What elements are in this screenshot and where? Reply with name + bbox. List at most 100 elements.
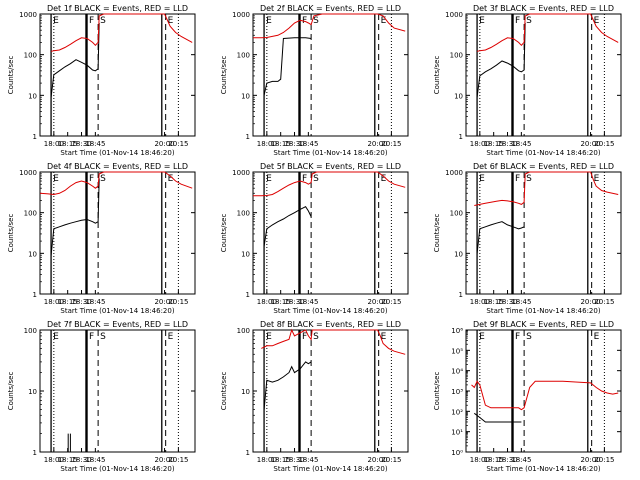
marker-label: F [302,332,307,342]
chart-panel-5: Det 5f BLACK = Events, RED = LLD 1 10 100 10… [220,162,409,315]
x-tick-label: 20:00 [154,140,174,148]
plot-frame [465,329,622,453]
marker-label: E [266,332,272,342]
y-tick-label: 1 [33,133,37,141]
marker-label: E [479,174,485,184]
y-axis-label: Counts/sec [433,372,441,411]
chart-title: Det 7f BLACK = Events, RED = LLD [47,320,188,329]
y-tick-label: 10⁶ [451,327,463,335]
marker-label: S [526,332,532,342]
x-axis-label: Start Time (01-Nov-14 18:46:20) [486,307,600,315]
series-lld-line [476,13,619,52]
x-axis-label: Start Time (01-Nov-14 18:46:20) [60,307,174,315]
marker-label: E [479,332,485,342]
chart-title: Det 3f BLACK = Events, RED = LLD [473,4,614,13]
marker-label: E [168,16,174,26]
marker-label: E [381,174,387,184]
x-tick-label: 18:00 [470,456,490,464]
x-tick-label: 20:15 [594,298,614,306]
marker-label: F [89,174,94,184]
x-tick-label: 18:30 [284,298,304,306]
chart-panel-7: Det 7f BLACK = Events, RED = LLD 1 10 100 18… [7,320,196,473]
x-tick-label: 18:00 [470,298,490,306]
x-tick-label: 20:00 [367,140,387,148]
plot-frame [39,13,196,137]
x-tick-label: 18:30 [71,140,91,148]
y-axis-label: Counts/sec [7,214,15,253]
y-tick-label: 1 [459,133,463,141]
x-tick-label: 20:00 [154,298,174,306]
x-tick-label: 18:45 [298,456,318,464]
marker-label: E [168,174,174,184]
x-tick-label: 20:00 [580,456,600,464]
x-tick-label: 18:45 [298,298,318,306]
plot-frame [39,171,196,295]
y-tick-label: 10³ [451,388,463,396]
marker-label: E [266,16,272,26]
marker-label: S [100,332,106,342]
marker-label: E [266,174,272,184]
chart-panel-2: Det 2f BLACK = Events, RED = LLD 1 10 100 10… [220,4,409,157]
series-lld-line [474,171,619,206]
x-tick-label: 18:45 [511,140,531,148]
marker-label: E [479,16,485,26]
series-lld-line [261,328,406,355]
x-tick-label: 18:00 [44,456,64,464]
y-tick-label: 10 [241,388,250,396]
y-tick-label: 100 [24,327,37,335]
y-tick-label: 10 [241,250,250,258]
y-tick-label: 1 [246,291,250,299]
y-axis-label: Counts/sec [220,214,228,253]
series-events-line [50,22,100,98]
y-tick-label: 100 [237,327,250,335]
chart-title: Det 1f BLACK = Events, RED = LLD [47,4,188,13]
x-tick-label: 18:15 [484,456,504,464]
x-tick-label: 20:15 [381,456,401,464]
series-events-line [50,178,100,256]
y-tick-label: 1 [246,133,250,141]
x-tick-label: 18:30 [497,140,517,148]
marker-label: E [381,332,387,342]
series-events-line [263,361,312,410]
x-tick-label: 18:00 [257,140,277,148]
x-tick-label: 18:00 [470,140,490,148]
y-tick-label: 100 [450,52,463,60]
y-tick-label: 1 [459,291,463,299]
x-tick-label: 18:00 [44,140,64,148]
y-tick-label: 10 [454,92,463,100]
marker-label: E [594,174,600,184]
chart-panel-6: Det 6f BLACK = Events, RED = LLD 1 10 100 10… [433,162,622,315]
marker-label: S [100,174,106,184]
y-tick-label: 10 [28,388,37,396]
y-tick-label: 10 [28,92,37,100]
y-tick-label: 1000 [232,11,250,19]
y-tick-label: 1 [33,291,37,299]
y-tick-label: 10⁴ [451,368,463,376]
x-axis-label: Start Time (01-Nov-14 18:46:20) [60,149,174,157]
x-tick-label: 18:00 [44,298,64,306]
plot-frame [252,329,409,453]
chart-panel-9: Det 9f BLACK = Events, RED = LLD 10⁰ 10¹ 10… [433,320,622,473]
chart-title: Det 9f BLACK = Events, RED = LLD [473,320,614,329]
x-tick-label: 18:45 [85,140,105,148]
marker-label: F [515,16,520,26]
y-axis-label: Counts/sec [220,372,228,411]
plot-frame [39,329,196,453]
marker-label: E [53,16,59,26]
y-tick-label: 10¹ [451,429,463,437]
marker-label: E [381,16,387,26]
series-lld-line [39,171,193,196]
y-tick-label: 100 [237,210,250,218]
chart-title: Det 8f BLACK = Events, RED = LLD [260,320,401,329]
y-axis-label: Counts/sec [7,56,15,95]
chart-title: Det 6f BLACK = Events, RED = LLD [473,162,614,171]
series-lld-line [50,13,193,52]
marker-label: S [313,174,319,184]
x-tick-label: 18:30 [284,140,304,148]
y-tick-label: 10⁵ [451,347,463,355]
marker-label: S [313,16,319,26]
series-events-line [263,206,312,247]
x-tick-label: 20:00 [367,298,387,306]
x-tick-label: 20:15 [381,140,401,148]
